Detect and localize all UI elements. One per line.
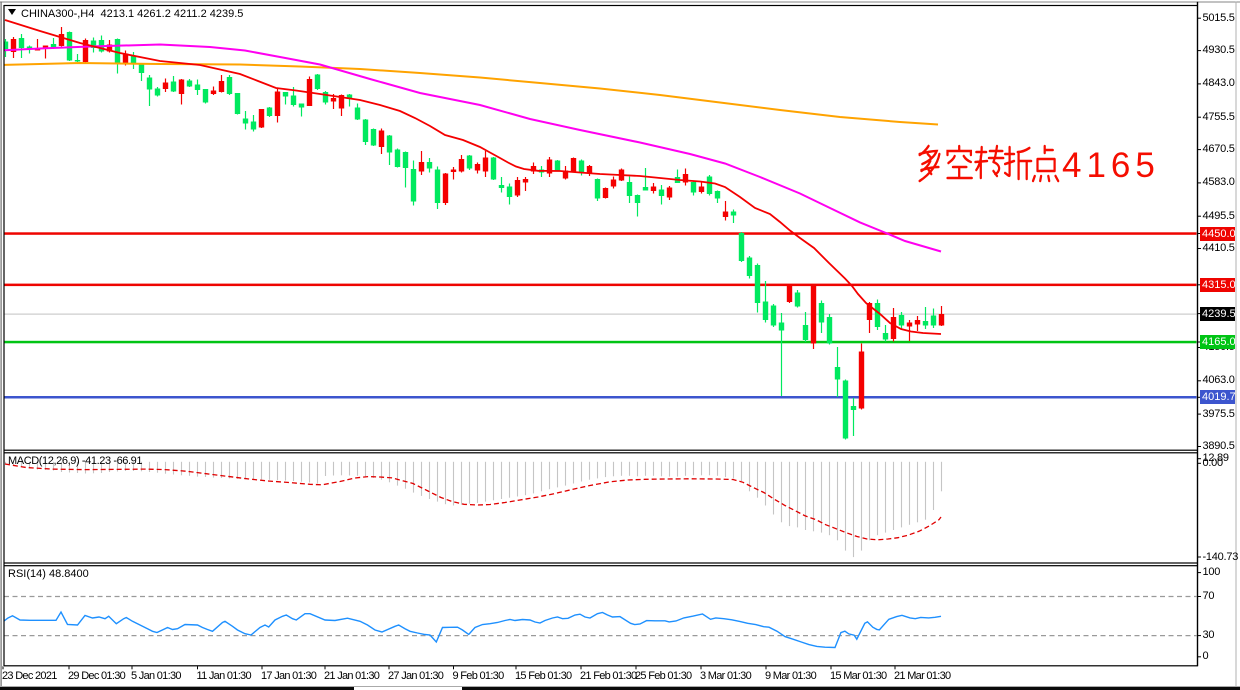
svg-text:4165: 4165 [1062, 146, 1160, 185]
